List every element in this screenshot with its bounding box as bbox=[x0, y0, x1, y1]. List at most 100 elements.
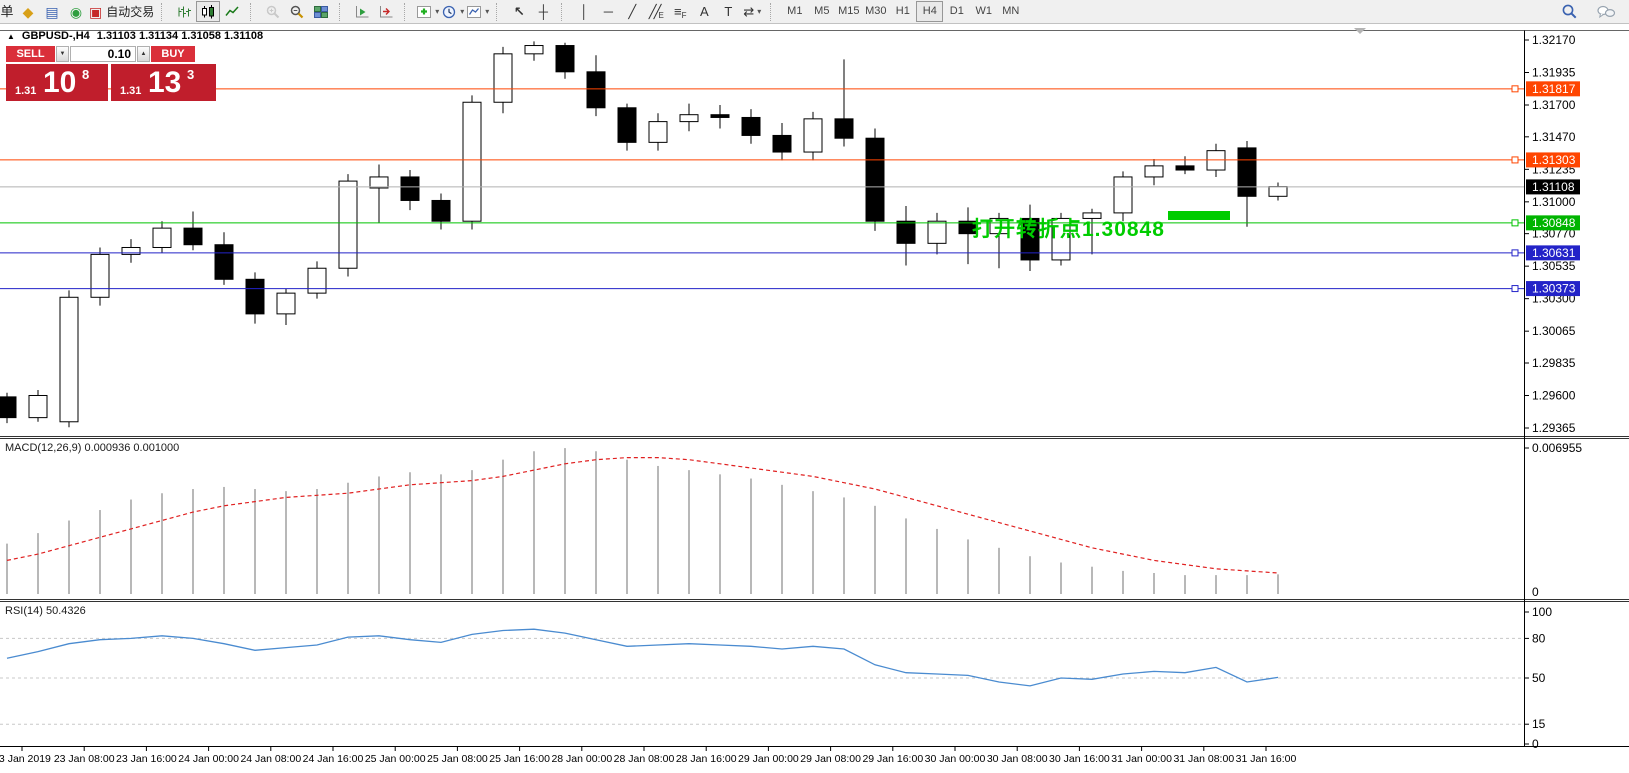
price-badge-label: 1.30848 bbox=[1532, 216, 1576, 230]
rsi-tick-label: 100 bbox=[1532, 605, 1552, 619]
candle-bear bbox=[617, 107, 637, 143]
profile-window-icon[interactable]: ▤ bbox=[45, 3, 59, 20]
auto-scroll-icon[interactable] bbox=[350, 1, 374, 22]
buy-button[interactable]: BUY bbox=[151, 46, 195, 62]
chart-gold-icon[interactable]: ◆ bbox=[22, 3, 34, 20]
candle-bull bbox=[59, 296, 79, 423]
candle-bear bbox=[586, 71, 606, 109]
price-tick-label: 1.29365 bbox=[1532, 421, 1576, 435]
time-label: 31 Jan 16:00 bbox=[1236, 753, 1297, 765]
candle-bull bbox=[276, 292, 296, 315]
timeframe-m15-button[interactable]: M15 bbox=[838, 5, 860, 17]
candle-bull bbox=[462, 101, 482, 222]
time-label: 31 Jan 08:00 bbox=[1173, 753, 1234, 765]
macd-histogram-bar bbox=[285, 491, 287, 594]
candle-bear bbox=[834, 118, 854, 139]
macd-histogram-bar bbox=[595, 451, 597, 594]
chart-shift-icon[interactable] bbox=[374, 1, 398, 22]
macd-histogram-bar bbox=[130, 499, 132, 594]
price-badge bbox=[1526, 281, 1580, 297]
crosshair-icon[interactable]: ┼ bbox=[538, 4, 548, 19]
volume-input[interactable] bbox=[70, 46, 136, 62]
zoom-out-icon[interactable] bbox=[285, 1, 309, 22]
timeframe-w1-button[interactable]: W1 bbox=[975, 5, 993, 17]
rsi-indicator-label: RSI(14) 50.4326 bbox=[5, 605, 86, 617]
time-label: 30 Jan 00:00 bbox=[925, 753, 986, 765]
price-tick-label: 1.31000 bbox=[1532, 195, 1576, 209]
search-icon[interactable] bbox=[1560, 1, 1579, 22]
price-tick-label: 1.32170 bbox=[1532, 33, 1576, 47]
price-tick-label: 1.31470 bbox=[1532, 130, 1576, 144]
macd-histogram-bar bbox=[68, 520, 70, 594]
candle-bull bbox=[1082, 212, 1102, 219]
horizontal-line-icon[interactable]: ─ bbox=[603, 4, 613, 19]
timeframe-h4-button[interactable]: H4 bbox=[916, 1, 944, 22]
rsi-line bbox=[6, 628, 1279, 687]
bar-chart-icon[interactable] bbox=[172, 1, 196, 22]
hline-handle[interactable] bbox=[1511, 285, 1519, 293]
timeframe-m5-button[interactable]: M5 bbox=[814, 5, 830, 17]
hline-handle[interactable] bbox=[1511, 156, 1519, 164]
text-label-icon[interactable]: T bbox=[724, 4, 733, 19]
candle-bear bbox=[741, 116, 761, 136]
collapse-icon[interactable]: ▲ bbox=[7, 31, 15, 41]
candle-bull bbox=[927, 220, 947, 244]
macd-histogram-bar bbox=[905, 518, 907, 594]
macd-histogram-bar bbox=[874, 505, 876, 594]
volume-decrease-button[interactable]: ▼ bbox=[56, 46, 69, 62]
zoom-in-icon[interactable] bbox=[261, 1, 285, 22]
timeframe-d1-button[interactable]: D1 bbox=[949, 5, 964, 17]
price-tick-label: 1.31935 bbox=[1532, 66, 1576, 80]
sell-button[interactable]: SELL bbox=[6, 46, 55, 62]
candlestick-chart-icon[interactable] bbox=[196, 1, 221, 22]
autotrade-button[interactable]: ▣ 自动交易 bbox=[89, 3, 155, 20]
timeframe-h1-button[interactable]: H1 bbox=[895, 5, 910, 17]
equidistant-channel-icon[interactable]: ╱╱ E bbox=[648, 4, 664, 20]
text-icon[interactable]: A bbox=[699, 4, 709, 19]
timeframe-m30-button[interactable]: M30 bbox=[865, 5, 887, 17]
trendline-icon[interactable]: ╱ bbox=[628, 4, 637, 19]
rsi-tick-label: 15 bbox=[1532, 717, 1546, 731]
indicators-button[interactable]: ▾ bbox=[415, 1, 440, 22]
candle-bull bbox=[679, 114, 699, 123]
price-badge bbox=[1526, 81, 1580, 97]
sell-price-box[interactable]: 1.31 10 8 bbox=[6, 64, 108, 101]
new-order-button[interactable]: 单 bbox=[0, 4, 14, 19]
hline-handle[interactable] bbox=[1511, 85, 1519, 93]
candle-bear bbox=[865, 137, 885, 222]
buy-price-box[interactable]: 1.31 13 3 bbox=[111, 64, 216, 101]
candle-bear bbox=[555, 45, 575, 73]
sell-price-prefix: 1.31 bbox=[15, 85, 37, 97]
price-badge-label: 1.31108 bbox=[1532, 180, 1575, 194]
candle-bear bbox=[1020, 217, 1040, 261]
chart-canvas[interactable]: 1.321701.319351.317001.314701.312351.310… bbox=[0, 24, 1629, 773]
hline-handle[interactable] bbox=[1511, 249, 1519, 257]
hline-handle[interactable] bbox=[1511, 219, 1519, 227]
signals-icon[interactable]: ◉ bbox=[69, 3, 83, 20]
candle-bull bbox=[1144, 165, 1164, 178]
chat-icon[interactable] bbox=[1595, 1, 1617, 22]
line-chart-icon[interactable] bbox=[220, 1, 244, 22]
time-label: 28 Jan 16:00 bbox=[676, 753, 737, 765]
shift-marker-icon[interactable] bbox=[1354, 28, 1366, 34]
price-badge-label: 1.31303 bbox=[1532, 153, 1576, 167]
time-label: 29 Jan 00:00 bbox=[738, 753, 799, 765]
volume-increase-button[interactable]: ▲ bbox=[137, 46, 150, 62]
price-badge bbox=[1526, 245, 1580, 261]
timeframe-mn-button[interactable]: MN bbox=[1002, 5, 1020, 17]
tile-windows-icon[interactable] bbox=[309, 1, 333, 22]
price-badge-label: 1.31817 bbox=[1532, 82, 1576, 96]
time-label: 25 Jan 00:00 bbox=[365, 753, 426, 765]
candle-bear bbox=[1237, 147, 1257, 197]
chart-window: 1.32170 1.31935 1.31700 1.31470 1.31235 1.310… bbox=[0, 24, 1629, 773]
periods-button[interactable]: ▾ bbox=[440, 1, 465, 22]
price-tick-label: 1.29600 bbox=[1532, 388, 1576, 402]
price-tick-label: 1.29835 bbox=[1532, 356, 1576, 370]
vertical-line-icon[interactable]: │ bbox=[580, 4, 589, 19]
arrows-icon[interactable]: ⇄ ▾ bbox=[743, 4, 762, 19]
time-label: 28 Jan 00:00 bbox=[551, 753, 612, 765]
timeframe-m1-button[interactable]: M1 bbox=[787, 5, 803, 17]
templates-button[interactable]: ▾ bbox=[465, 1, 490, 22]
fibonacci-icon[interactable]: ≡ F bbox=[674, 4, 687, 20]
cursor-icon[interactable]: ↖ bbox=[513, 4, 525, 19]
